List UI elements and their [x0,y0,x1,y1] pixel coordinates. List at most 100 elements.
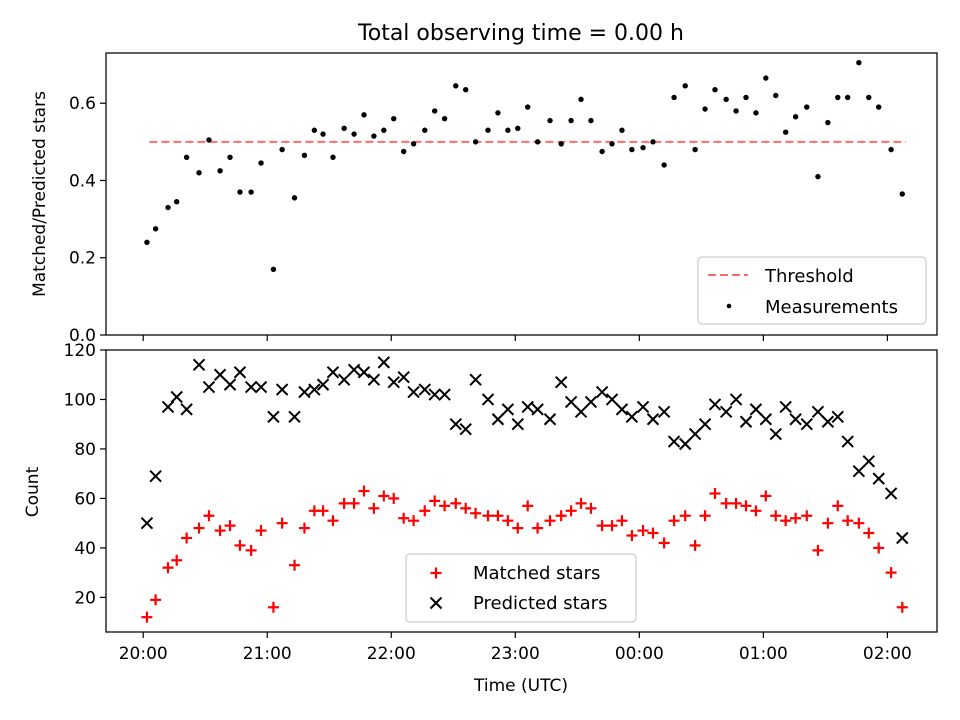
matched-stars-point [317,505,329,517]
matched-stars-point [492,510,504,522]
measurement-point [866,94,872,101]
measurement-point [619,127,625,133]
predicted-stars-point [554,375,568,389]
measurement-point [165,204,171,211]
matched-stars-point [709,487,721,499]
matched-stars-point [822,517,834,529]
measurement-points [144,59,905,273]
predicted-stars-point [267,410,280,423]
measurement-point [682,83,688,89]
predicted-stars-point [739,415,753,428]
measurement-point [671,94,677,101]
matched-stars-point [162,562,174,574]
measurement-point [888,146,894,153]
measurement-point [371,133,377,139]
predicted-stars-point [459,422,472,436]
bottom-y-ticks: 20 40 60 80 100 120 [64,341,106,608]
figure-title: Total observing time = 0.00 h [357,21,684,46]
measurement-point [702,106,708,112]
measurement-point [505,127,511,133]
matched-stars-point [245,544,257,556]
x-tick-label: 00:00 [615,644,664,664]
predicted-stars-point [896,531,909,545]
bottom-legend: Matched stars Predicted stars [405,553,637,623]
predicted-stars-point [298,385,311,399]
legend-predicted-marker [429,596,443,610]
measurement-point [640,144,646,151]
predicted-stars-point [170,390,183,404]
measurement-point [876,104,882,110]
measurement-point [453,83,459,89]
matched-stars-point [429,495,441,507]
measurement-point [351,131,357,137]
predicted-stars-point [438,388,451,401]
predicted-stars-point [574,405,588,419]
matched-stars-point [637,525,649,537]
predicted-stars-point [625,410,639,423]
matched-stars-point [720,497,732,509]
matched-stars-point [203,510,215,522]
matched-stars-point [470,507,482,519]
top-legend-box [697,256,927,325]
predicted-stars-point [387,375,400,389]
bottom-x-ticks: 20:00 21:00 22:00 23:00 00:00 01:00 02:00 [119,632,912,664]
predicted-stars-point [688,427,702,441]
bottom-y-tick-label: 80 [74,440,96,460]
measurement-point [291,195,298,201]
predicted-stars-point [418,383,431,396]
matched-stars-point [398,512,410,524]
measurement-point [301,152,308,159]
x-tick-label: 22:00 [367,644,416,664]
predicted-stars-point [244,380,258,394]
matched-stars-point [780,515,792,527]
measurement-point [856,59,862,66]
matched-stars-point [327,515,339,527]
predicted-stars-point [679,437,692,451]
top-y-ticks: 0.0 0.2 0.4 0.6 [69,94,106,346]
matched-stars-point [193,522,205,534]
matched-stars-point [896,601,908,613]
matched-stars-point [298,522,310,534]
top-y-tick-label: 0.4 [69,171,96,191]
predicted-stars-point [698,418,712,431]
bottom-panel: 20 40 60 80 100 120 20:00 21:00 22:00 23:00 00:00… [23,341,938,696]
x-tick-label: 20:00 [119,644,168,664]
measurement-point [173,199,180,205]
measurement-point [152,226,159,232]
predicted-stars-point [347,363,361,376]
matched-stars-point [532,522,544,534]
matched-stars-point [141,611,153,623]
matched-stars-point [616,515,628,527]
matched-stars-points [141,485,908,623]
predicted-stars-point [449,418,462,431]
measurement-point [733,108,739,114]
matched-stars-point [679,510,691,522]
measurement-point [650,139,656,145]
predicted-stars-point [337,373,351,386]
matched-stars-point [699,510,711,522]
measurement-point [815,173,821,180]
predicted-stars-point [521,400,534,414]
predicted-stars-point [357,366,371,379]
matched-stars-point [842,515,854,527]
predicted-stars-point [149,469,162,483]
predicted-stars-point [481,393,495,406]
matched-stars-point [863,527,875,539]
measurement-point [525,104,531,110]
measurement-point [782,129,789,135]
measurement-point [825,119,831,126]
measurement-point [217,168,223,174]
matched-stars-point [502,515,514,527]
predicted-stars-point [852,465,866,478]
measurement-point [547,117,553,124]
matched-stars-point [338,497,350,509]
legend-predicted-swatch [429,596,443,610]
measurement-point [270,266,277,273]
matched-stars-point [555,510,567,522]
measurement-point [227,154,233,161]
matched-stars-point [885,567,897,579]
measurement-point [311,127,318,133]
predicted-stars-point [595,385,609,399]
top-panel: 0.0 0.2 0.4 0.6 Matched/Predicted stars Thr… [30,52,938,346]
